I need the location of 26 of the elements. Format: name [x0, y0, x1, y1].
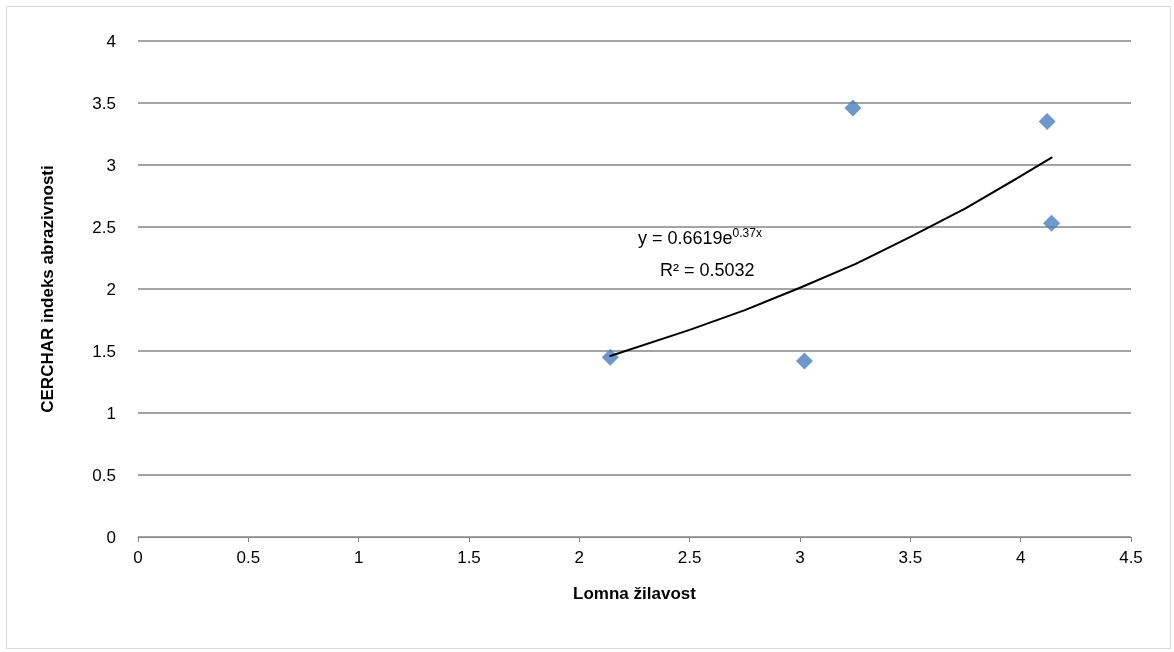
x-tick-label: 2.5: [677, 548, 702, 567]
y-tick-label: 2.5: [92, 217, 116, 237]
y-tick-label: 1: [106, 403, 116, 423]
y-tick-label: 4: [106, 31, 116, 51]
y-tick-label: 3.5: [92, 93, 116, 113]
x-tick-label: 3.5: [898, 548, 923, 567]
annotation: R² = 0.5032: [660, 260, 755, 280]
point: [1043, 214, 1061, 232]
x-tick-label: 1.5: [457, 548, 481, 567]
y-tick-label: 2: [106, 279, 116, 299]
x-axis-title: Lomna žilavost: [573, 584, 697, 603]
x-tick-label: 4: [1015, 548, 1026, 567]
x-tick-label: 0.5: [236, 548, 261, 567]
point: [844, 99, 862, 117]
x-tick-label: 3: [795, 548, 805, 567]
x-tick-label: 2: [574, 548, 585, 567]
y-tick-label: 1.5: [92, 341, 116, 361]
x-tick-label: 0: [133, 548, 143, 567]
x-tick-label: 4.5: [1119, 548, 1143, 567]
point: [795, 352, 813, 370]
y-tick-label: 0: [106, 527, 116, 547]
y-tick-label: 0.5: [92, 465, 116, 485]
point: [1038, 113, 1056, 131]
y-axis-title: CERCHAR indeks abrazivnosti: [38, 165, 57, 413]
x-tick-label: 1: [353, 548, 364, 567]
y-tick-label: 3: [106, 155, 116, 175]
